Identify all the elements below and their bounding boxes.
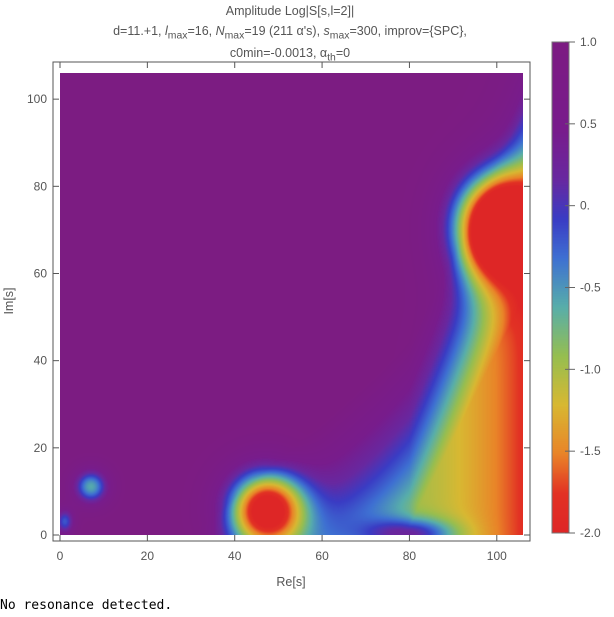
y-axis-label: Im[s] [2,287,16,314]
chart-subtitle-parameters: d=11.+1, lmax=16, Nmax=19 (211 α's), sma… [113,24,467,42]
x-axis-ticks: 0 20 40 60 80 100 [57,62,507,563]
x-tick-label: 80 [403,549,417,563]
colorbar-ticks: 1.0 0.5 0. -0.5 -1.0 -1.5 -2.0 [565,35,601,540]
y-tick-label: 0 [40,528,47,542]
y-tick-label: 60 [34,266,48,280]
colorbar-gradient [552,42,569,533]
y-axis-ticks: 0 20 40 60 80 100 [27,92,530,542]
y-tick-label: 20 [34,441,48,455]
colorbar-tick-label: -1.0 [580,362,601,376]
x-tick-label: 20 [141,549,155,563]
colorbar-tick-label: -1.5 [580,444,601,458]
colorbar-tick-label: 1.0 [580,35,597,49]
x-tick-label: 40 [228,549,242,563]
x-tick-label: 100 [487,549,507,563]
status-message: No resonance detected. [0,598,173,613]
heatmap-plot [60,73,523,535]
x-tick-label: 0 [57,549,64,563]
y-tick-label: 80 [34,179,48,193]
colorbar-tick-label: -2.0 [580,526,601,540]
y-tick-label: 40 [34,354,48,368]
x-axis-label: Re[s] [276,575,305,589]
chart-subtitle-thresholds: c0min=-0.0013, αth=0 [229,46,351,64]
chart-title: Amplitude Log|S[s,l=2]| [225,4,355,18]
y-tick-label: 100 [27,92,47,106]
plot-frame [52,61,531,542]
x-tick-label: 60 [315,549,329,563]
colorbar-tick-label: 0.5 [580,117,597,131]
colorbar-tick-label: 0. [580,199,590,213]
colorbar-tick-label: -0.5 [580,281,601,295]
